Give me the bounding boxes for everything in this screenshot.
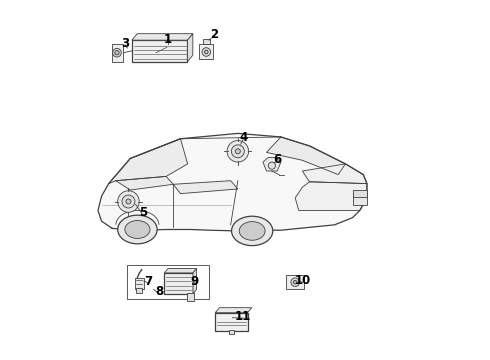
Polygon shape: [173, 181, 238, 194]
Bar: [353, 193, 367, 205]
Circle shape: [227, 140, 248, 162]
Circle shape: [291, 278, 299, 287]
Circle shape: [202, 48, 211, 56]
Polygon shape: [132, 34, 193, 40]
Circle shape: [204, 50, 208, 54]
Text: 7: 7: [144, 275, 152, 288]
Bar: [164, 273, 193, 294]
Polygon shape: [263, 157, 281, 171]
Bar: [286, 275, 304, 289]
Bar: [132, 40, 188, 62]
Text: 1: 1: [164, 32, 172, 46]
Ellipse shape: [232, 216, 273, 246]
Polygon shape: [215, 308, 252, 313]
Circle shape: [235, 149, 240, 154]
Circle shape: [294, 280, 297, 284]
Polygon shape: [188, 34, 193, 62]
Bar: [136, 288, 142, 293]
Text: 10: 10: [294, 274, 311, 287]
Circle shape: [269, 162, 275, 169]
Text: 4: 4: [239, 131, 247, 144]
Circle shape: [113, 48, 122, 57]
Bar: [203, 39, 210, 44]
Polygon shape: [98, 134, 367, 231]
Text: 9: 9: [191, 275, 199, 288]
Bar: [215, 313, 247, 330]
Circle shape: [115, 50, 119, 55]
Polygon shape: [116, 176, 173, 190]
Polygon shape: [193, 269, 196, 294]
Bar: [126, 265, 209, 299]
Bar: [199, 44, 214, 59]
Text: 5: 5: [139, 207, 147, 220]
Polygon shape: [295, 182, 367, 211]
Text: 6: 6: [273, 153, 281, 166]
Polygon shape: [112, 44, 123, 62]
Bar: [353, 190, 367, 197]
Bar: [135, 278, 144, 289]
Ellipse shape: [239, 222, 265, 240]
Circle shape: [122, 195, 135, 208]
Text: 11: 11: [235, 310, 251, 323]
Bar: [187, 293, 195, 301]
Polygon shape: [109, 139, 188, 184]
Polygon shape: [302, 164, 367, 184]
Text: 8: 8: [155, 285, 163, 298]
Text: 2: 2: [211, 28, 219, 41]
Bar: [228, 330, 234, 334]
Text: 3: 3: [121, 36, 129, 50]
Circle shape: [231, 145, 245, 158]
Ellipse shape: [118, 215, 157, 244]
Ellipse shape: [125, 221, 150, 238]
Circle shape: [126, 199, 131, 204]
Circle shape: [118, 191, 139, 212]
Polygon shape: [164, 269, 196, 273]
Polygon shape: [267, 137, 345, 175]
